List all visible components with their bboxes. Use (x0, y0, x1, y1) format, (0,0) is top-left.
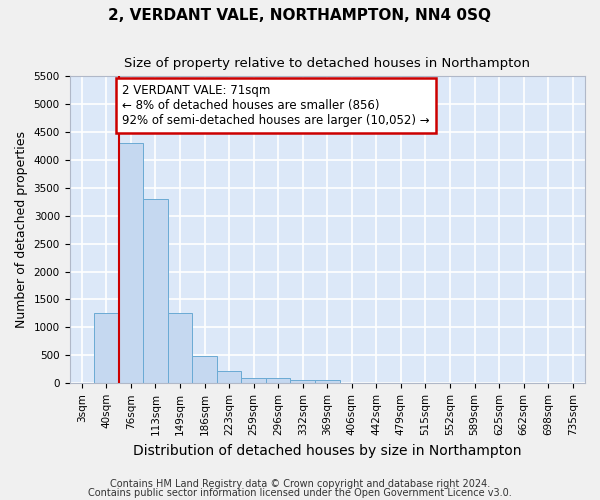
Bar (217, 371, 241, 384)
Bar (119, 143, 143, 384)
Y-axis label: Number of detached properties: Number of detached properties (15, 131, 28, 328)
X-axis label: Distribution of detached houses by size in Northampton: Distribution of detached houses by size … (133, 444, 521, 458)
Text: Contains public sector information licensed under the Open Government Licence v3: Contains public sector information licen… (88, 488, 512, 498)
Bar (192, 356, 217, 384)
Bar (290, 380, 315, 384)
Bar (241, 378, 266, 384)
Text: Contains HM Land Registry data © Crown copyright and database right 2024.: Contains HM Land Registry data © Crown c… (110, 479, 490, 489)
Bar (94, 314, 119, 384)
Text: 2 VERDANT VALE: 71sqm
← 8% of detached houses are smaller (856)
92% of semi-deta: 2 VERDANT VALE: 71sqm ← 8% of detached h… (122, 84, 430, 127)
Title: Size of property relative to detached houses in Northampton: Size of property relative to detached ho… (124, 58, 530, 70)
Bar (315, 380, 340, 384)
Bar (143, 199, 168, 384)
Bar (168, 314, 192, 384)
Text: 2, VERDANT VALE, NORTHAMPTON, NN4 0SQ: 2, VERDANT VALE, NORTHAMPTON, NN4 0SQ (109, 8, 491, 22)
Bar (266, 378, 290, 384)
